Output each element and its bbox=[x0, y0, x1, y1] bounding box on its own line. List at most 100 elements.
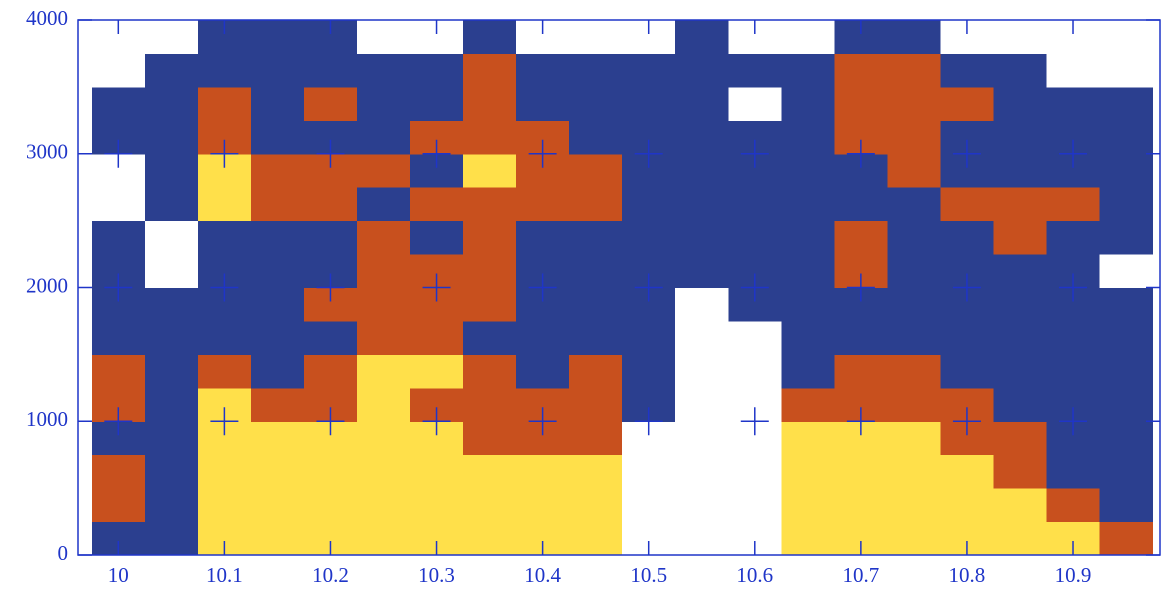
heat-cell bbox=[887, 20, 941, 54]
heat-cell bbox=[1099, 488, 1154, 523]
heat-cell bbox=[569, 354, 623, 389]
heat-cell bbox=[463, 86, 517, 121]
heat-cell bbox=[940, 86, 994, 121]
heat-cell bbox=[250, 320, 305, 355]
heat-cell bbox=[834, 220, 888, 255]
heat-cell bbox=[887, 187, 941, 222]
heat-cell bbox=[569, 254, 623, 288]
heat-cell bbox=[144, 454, 199, 489]
heat-cell bbox=[250, 153, 305, 188]
heat-cell bbox=[781, 120, 835, 155]
heat-cell bbox=[144, 421, 199, 456]
heat-cell bbox=[781, 220, 835, 255]
heat-cell bbox=[675, 320, 729, 355]
heat-cell bbox=[728, 53, 782, 88]
heat-cell bbox=[197, 220, 252, 255]
heat-cell bbox=[993, 220, 1047, 255]
heat-cell bbox=[144, 187, 199, 222]
heat-cell bbox=[197, 320, 252, 355]
heat-cell bbox=[144, 488, 199, 523]
heat-cell bbox=[993, 421, 1047, 456]
heat-cell bbox=[410, 320, 464, 355]
heat-cell bbox=[250, 454, 305, 489]
heat-cell bbox=[463, 287, 517, 322]
heat-cell bbox=[622, 354, 676, 389]
heat-cell bbox=[940, 488, 994, 523]
heat-cell bbox=[781, 254, 835, 288]
heat-cell bbox=[569, 153, 623, 188]
heat-cell bbox=[887, 421, 941, 456]
heat-cell bbox=[834, 86, 888, 121]
heat-cell bbox=[834, 187, 888, 222]
heat-cell bbox=[250, 421, 305, 456]
heat-cell bbox=[463, 187, 517, 222]
heat-cell bbox=[91, 86, 146, 121]
heat-cell bbox=[1046, 488, 1101, 523]
heat-cell bbox=[675, 20, 729, 54]
heat-cell bbox=[993, 153, 1047, 188]
heat-cell bbox=[781, 53, 835, 88]
heat-cell bbox=[887, 454, 941, 489]
heat-cell bbox=[569, 86, 623, 121]
heat-cell bbox=[569, 387, 623, 422]
heat-cell bbox=[91, 220, 146, 255]
heat-cell bbox=[250, 120, 305, 155]
heat-cell bbox=[356, 187, 411, 222]
heat-cell bbox=[250, 187, 305, 222]
heat-cell bbox=[675, 254, 729, 288]
heat-cell bbox=[728, 220, 782, 255]
heat-cell bbox=[622, 220, 676, 255]
heat-cell bbox=[993, 454, 1047, 489]
heat-cell bbox=[356, 421, 411, 456]
heat-cell bbox=[887, 254, 941, 288]
heat-cell bbox=[144, 53, 199, 88]
heat-cell bbox=[675, 53, 729, 88]
heat-cell bbox=[940, 454, 994, 489]
x-tick-label: 10.2 bbox=[312, 563, 349, 587]
heat-cell bbox=[356, 153, 411, 188]
heat-cell bbox=[569, 488, 623, 523]
heat-cell bbox=[144, 86, 199, 121]
heat-cell bbox=[516, 86, 570, 121]
heat-cell bbox=[144, 153, 199, 188]
heat-cell bbox=[993, 521, 1047, 556]
heat-cell bbox=[940, 53, 994, 88]
heat-cell bbox=[91, 454, 146, 489]
x-tick-label: 10.1 bbox=[206, 563, 243, 587]
heat-cell bbox=[569, 287, 623, 322]
y-tick-label: 4000 bbox=[26, 6, 68, 30]
heat-cell bbox=[463, 421, 517, 456]
heat-cell bbox=[356, 254, 411, 288]
x-tick-label: 10.6 bbox=[736, 563, 773, 587]
heat-cell bbox=[993, 20, 1047, 54]
y-tick-label: 1000 bbox=[26, 407, 68, 431]
heat-cell bbox=[887, 86, 941, 121]
heat-cell bbox=[781, 153, 835, 188]
heat-cell bbox=[250, 53, 305, 88]
heat-cell bbox=[1046, 187, 1101, 222]
heat-cell bbox=[728, 454, 782, 489]
heat-cell bbox=[356, 20, 411, 54]
heat-cell bbox=[569, 521, 623, 556]
heat-cell bbox=[463, 220, 517, 255]
heat-cell bbox=[463, 254, 517, 288]
heat-cell bbox=[993, 354, 1047, 389]
heat-cell bbox=[144, 120, 199, 155]
heat-cell bbox=[675, 86, 729, 121]
x-tick-label: 10.7 bbox=[842, 563, 879, 587]
heat-cell bbox=[569, 187, 623, 222]
heat-cell bbox=[1099, 287, 1154, 322]
heat-cell bbox=[675, 120, 729, 155]
heat-cell bbox=[1046, 320, 1101, 355]
heat-cell bbox=[1099, 153, 1154, 188]
heat-cell bbox=[834, 320, 888, 355]
heat-cell bbox=[303, 86, 358, 121]
heat-cell bbox=[993, 320, 1047, 355]
heat-cell bbox=[356, 320, 411, 355]
heat-cell bbox=[993, 187, 1047, 222]
heat-cell bbox=[463, 454, 517, 489]
heat-cell bbox=[887, 488, 941, 523]
heat-cell bbox=[675, 354, 729, 389]
heat-cell bbox=[940, 187, 994, 222]
heat-cell bbox=[728, 320, 782, 355]
